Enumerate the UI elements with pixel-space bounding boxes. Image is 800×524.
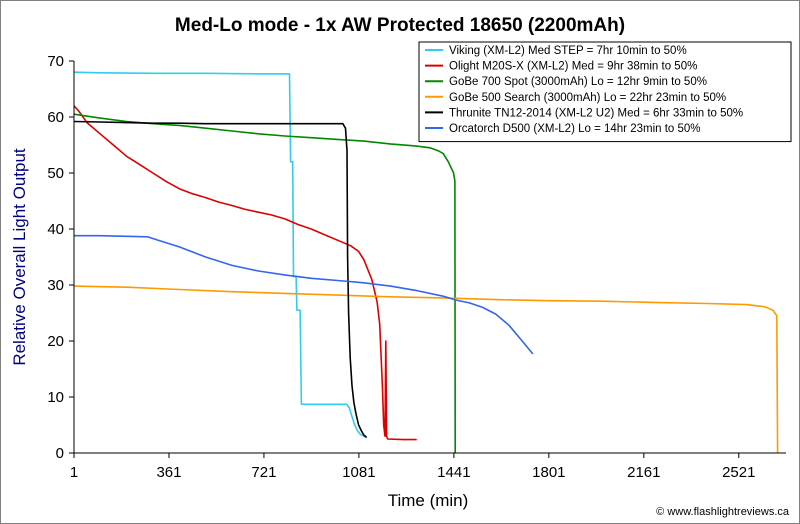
x-tick-label: 1801 xyxy=(532,464,565,481)
x-tick-label: 1 xyxy=(70,464,78,481)
y-axis-label: Relative Overall Light Output xyxy=(10,148,29,366)
legend-box xyxy=(418,41,792,143)
y-tick-label: 50 xyxy=(47,165,64,182)
series-line-4 xyxy=(73,285,779,454)
legend-entry-4: GoBe 500 Search (3000mAh) Lo = 22hr 23mi… xyxy=(449,92,726,104)
legend-entry-6: Orcatorch D500 (XM-L2) Lo = 14hr 23min t… xyxy=(449,123,701,135)
y-tick-label: 30 xyxy=(47,277,64,294)
credit-text: © www.flashlightreviews.ca xyxy=(656,506,790,518)
series-line-6 xyxy=(74,234,534,355)
x-tick-label: 2521 xyxy=(722,464,755,481)
x-tick-label: 1441 xyxy=(437,464,470,481)
x-tick-label: 361 xyxy=(156,464,181,481)
legend-entry-5: Thrunite TN12-2014 (XM-L2 U2) Med = 6hr … xyxy=(449,107,743,119)
x-tick-label: 1081 xyxy=(342,464,375,481)
x-axis-label: Time (min) xyxy=(388,491,469,510)
x-tick-label: 721 xyxy=(251,464,276,481)
y-tick-label: 0 xyxy=(56,445,64,462)
y-tick-label: 40 xyxy=(47,221,64,238)
series-line-1 xyxy=(73,71,368,439)
series-line-5 xyxy=(73,120,368,438)
x-tick-label: 2161 xyxy=(627,464,660,481)
legend-entry-2: Olight M20S-X (XM-L2) Med = 9hr 38min to… xyxy=(449,61,697,73)
series-line-3 xyxy=(73,113,456,454)
y-tick-label: 10 xyxy=(47,389,64,406)
legend-entry-3: GoBe 700 Spot (3000mAh) Lo = 12hr 9min t… xyxy=(449,76,707,88)
legend-entry-1: Viking (XM-L2) Med STEP = 7hr 10min to 5… xyxy=(449,45,687,57)
series-line-2 xyxy=(73,105,417,441)
legend: Viking (XM-L2) Med STEP = 7hr 10min to 5… xyxy=(418,41,792,143)
y-tick-label: 70 xyxy=(47,53,64,70)
chart-title: Med-Lo mode - 1x AW Protected 18650 (220… xyxy=(175,15,625,36)
y-tick-label: 60 xyxy=(47,109,64,126)
y-tick-label: 20 xyxy=(47,333,64,350)
